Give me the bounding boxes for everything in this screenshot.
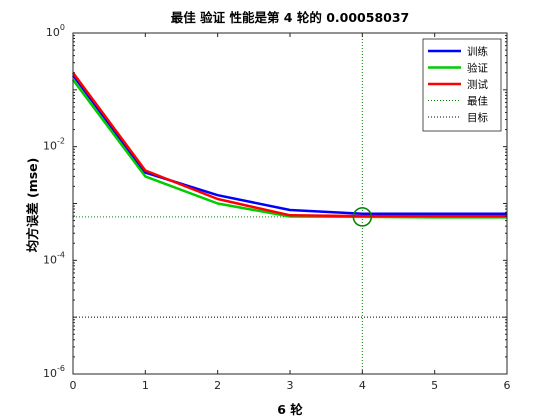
x-tick-label: 1 [142, 379, 149, 392]
x-tick-label: 4 [359, 379, 366, 392]
legend-label: 验证 [467, 62, 488, 75]
series-line [71, 74, 507, 216]
y-axis-label: 均方误差 (mse) [25, 158, 40, 253]
y-tick-label: 10-6 [43, 364, 65, 380]
y-tick-label: 10-2 [43, 137, 65, 153]
x-tick-label: 2 [214, 379, 221, 392]
x-tick-label: 5 [431, 379, 438, 392]
x-tick-label: 6 [504, 379, 511, 392]
legend-label: 目标 [467, 112, 488, 124]
series-line [71, 71, 507, 218]
legend-label: 测试 [467, 78, 488, 91]
x-tick-label: 3 [287, 379, 294, 392]
x-tick-label: 0 [70, 379, 77, 392]
legend-label: 最佳 [467, 95, 488, 108]
chart-title: 最佳 验证 性能是第 4 轮的 0.00058037 [171, 10, 409, 25]
legend-label: 训练 [467, 45, 488, 58]
x-axis-label: 6 轮 [277, 402, 303, 417]
y-tick-label: 10-4 [43, 250, 65, 266]
best-marker-circle [352, 207, 373, 227]
y-tick-label: 100 [46, 23, 65, 39]
